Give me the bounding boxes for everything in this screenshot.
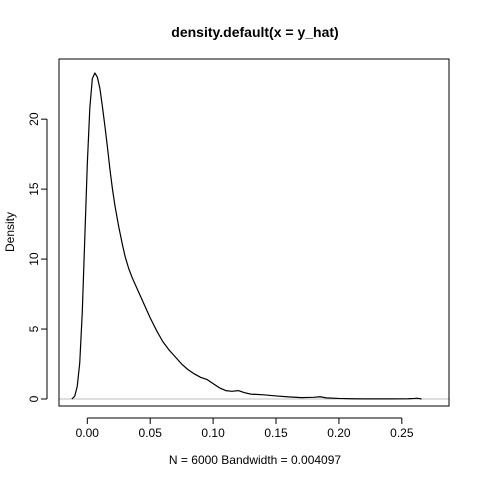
chart-title: density.default(x = y_hat) <box>171 24 338 40</box>
y-tick-label: 10 <box>27 252 41 266</box>
x-tick-label: 0.05 <box>139 426 163 440</box>
y-tick-label: 20 <box>27 112 41 126</box>
x-tick-label: 0.15 <box>264 426 288 440</box>
x-tick-label: 0.20 <box>327 426 351 440</box>
x-tick-label: 0.25 <box>390 426 414 440</box>
y-axis-label: Density <box>3 212 17 252</box>
plot-box <box>58 58 450 407</box>
y-tick-label: 15 <box>27 182 41 196</box>
y-tick-label: 5 <box>27 325 41 332</box>
x-tick-label: 0.10 <box>201 426 225 440</box>
y-tick-label: 0 <box>27 395 41 402</box>
x-axis-label: N = 6000 Bandwidth = 0.004097 <box>169 453 341 467</box>
x-tick-label: 0.00 <box>76 426 100 440</box>
density-curve <box>71 72 422 400</box>
